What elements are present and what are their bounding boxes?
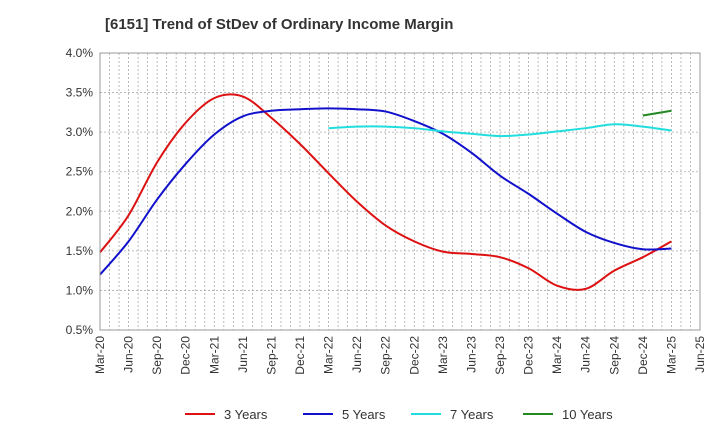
x-tick-label: Mar-21 <box>207 336 221 374</box>
y-tick-label: 1.5% <box>66 244 94 258</box>
y-tick-label: 4.0% <box>66 46 94 60</box>
x-tick-label: Dec-22 <box>407 336 421 375</box>
series-line-5-years <box>99 107 672 276</box>
x-tick-label: Mar-25 <box>664 336 678 374</box>
y-tick-label: 1.0% <box>66 283 94 297</box>
legend: 3 Years 5 Years 7 Years 10 Years <box>185 407 613 422</box>
y-tick-label: 2.0% <box>66 204 94 218</box>
series-line-10-years <box>642 109 672 117</box>
y-axis-tick-labels: 0.5% 1.0% 1.5% 2.0% 2.5% 3.0% 3.5% 4.0% <box>66 46 94 337</box>
x-tick-label: Jun-20 <box>122 336 136 373</box>
x-tick-label: Sep-21 <box>264 336 278 375</box>
y-tick-label: 0.5% <box>66 323 94 337</box>
x-tick-label: Mar-24 <box>550 336 564 374</box>
x-tick-label: Sep-20 <box>150 336 164 375</box>
x-tick-label: Dec-20 <box>179 336 193 375</box>
x-tick-label: Sep-22 <box>379 336 393 375</box>
legend-label: 7 Years <box>450 407 494 422</box>
chart-title: [6151] Trend of StDev of Ordinary Income… <box>105 16 453 33</box>
series-line-7-years <box>328 123 672 138</box>
series-lines <box>99 93 672 291</box>
legend-label: 3 Years <box>224 407 268 422</box>
grid-lines <box>100 52 700 331</box>
x-tick-label: Jun-23 <box>464 336 478 373</box>
y-tick-label: 2.5% <box>66 165 94 179</box>
legend-label: 5 Years <box>342 407 386 422</box>
x-tick-label: Dec-24 <box>636 336 650 375</box>
x-tick-label: Sep-23 <box>493 336 507 375</box>
x-tick-label: Jun-22 <box>350 336 364 373</box>
y-tick-label: 3.0% <box>66 125 94 139</box>
legend-label: 10 Years <box>562 407 613 422</box>
x-axis-tick-labels: Mar-20 Jun-20 Sep-20 Dec-20 Mar-21 Jun-21 Sep-… <box>93 336 707 375</box>
x-tick-label: Dec-21 <box>293 336 307 375</box>
x-tick-label: Mar-22 <box>322 336 336 374</box>
x-tick-label: Jun-24 <box>579 336 593 373</box>
x-tick-label: Sep-24 <box>607 336 621 375</box>
x-tick-label: Jun-25 <box>693 336 707 373</box>
series-line-3-years <box>99 93 672 291</box>
x-tick-label: Jun-21 <box>236 336 250 373</box>
x-tick-label: Mar-23 <box>436 336 450 374</box>
x-tick-label: Mar-20 <box>93 336 107 374</box>
y-tick-label: 3.5% <box>66 86 94 100</box>
plot-frame <box>99 52 701 331</box>
x-tick-label: Dec-23 <box>522 336 536 375</box>
